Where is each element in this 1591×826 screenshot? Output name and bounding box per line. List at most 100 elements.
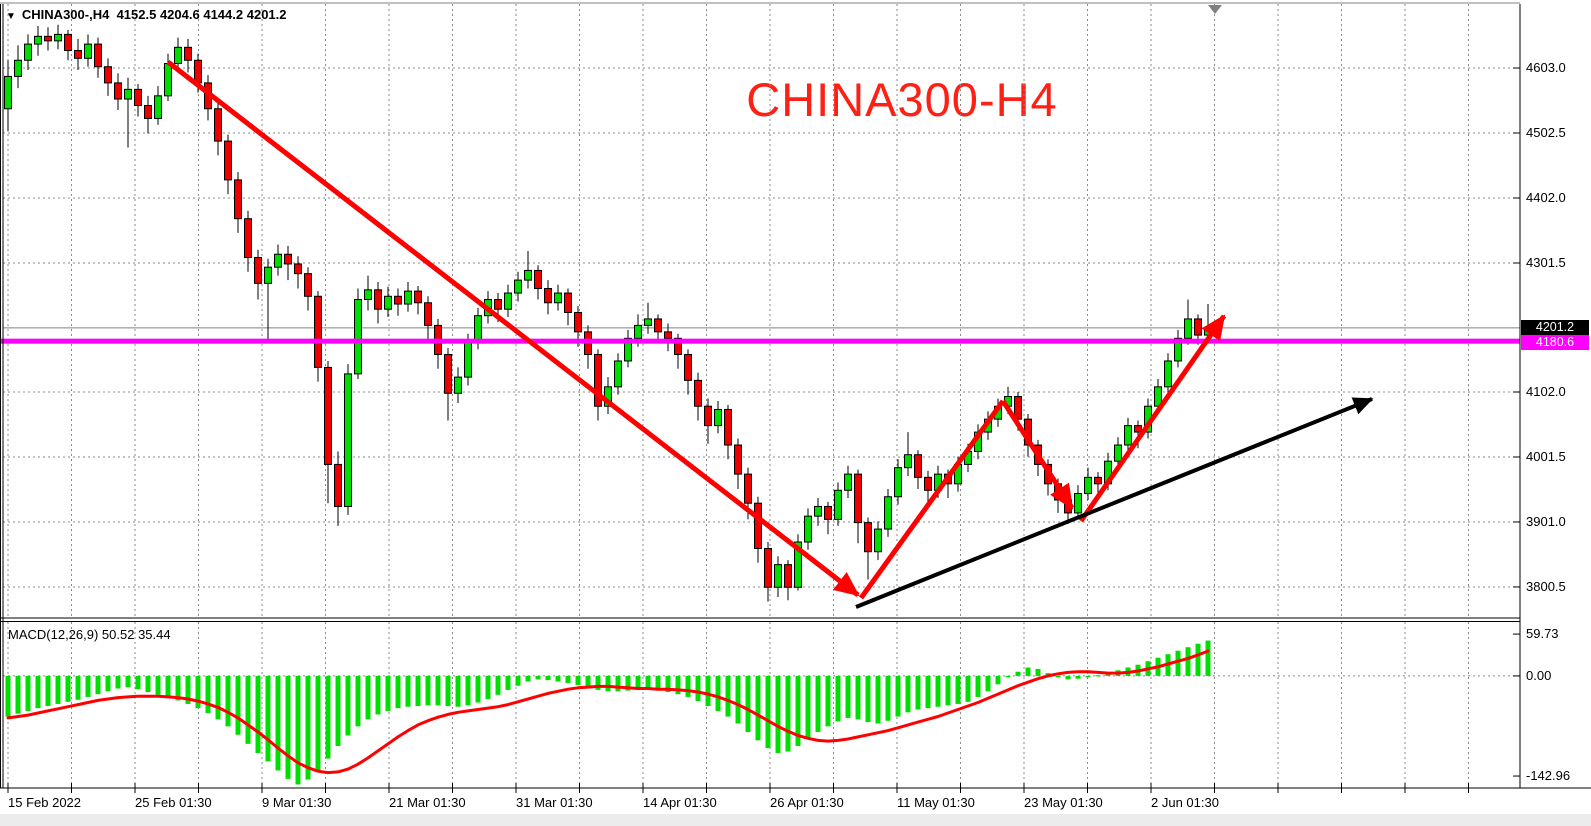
candle-up [364,289,372,301]
candle-down [424,302,432,326]
candle-up [384,295,392,310]
macd-bar [125,675,131,688]
macd-bar [505,675,511,690]
candle-down [754,502,762,549]
candle-up [794,541,802,588]
macd-bar [855,675,861,720]
macd-bar [445,675,451,707]
macd-bar [985,675,991,692]
macd-bar [65,675,71,702]
price-tick-label: 4402.0 [1526,189,1566,205]
candle-down [1014,396,1022,420]
macd-bar [135,675,141,690]
candle-up [804,515,812,543]
candle-down [1194,318,1202,336]
magenta-horizontal-line [0,338,1520,344]
macd-bar [545,675,551,681]
macd-bar [605,675,611,692]
macd-bar [375,675,381,715]
candle-down [394,295,402,305]
candle-down [194,59,202,84]
candle-up [1084,476,1092,495]
macd-signal-line [6,649,1210,775]
candle-down [94,43,102,68]
macd-bar [555,675,561,682]
candle-down [694,379,702,407]
time-tick-label: 26 Apr 01:30 [770,795,844,810]
macd-bar [1075,675,1081,679]
candle-down [924,476,932,491]
axis-ticks [7,67,1520,793]
macd-bar [365,675,371,720]
macd-bar [1035,668,1041,676]
macd-bar [215,675,221,720]
macd-bar [405,675,411,707]
macd-bar [465,675,471,706]
price-tick-label: 4502.5 [1526,125,1566,140]
candle-down [734,444,742,475]
candle-down [824,505,832,520]
macd-bar [885,675,891,721]
macd-bar [935,675,941,707]
macd-bar [235,675,241,735]
macd-bar [645,675,651,690]
candle-down [864,522,872,553]
window-bottom-strip [0,814,1591,826]
macd-bar [145,675,151,693]
price-tick-label: 4603.0 [1526,60,1566,76]
candle-up [1164,360,1172,388]
candle-down [684,353,692,381]
macd-bar [25,675,31,711]
candle-up [1174,337,1182,362]
chart-title-bar: ▼ CHINA300-,H4 4152.5 4204.6 4144.2 4201.… [6,7,287,22]
candle-up [124,88,132,100]
candle-up [1184,318,1192,339]
candle-down [214,108,222,142]
candle-down [144,105,152,119]
rebound-leg [858,399,1006,600]
candle-down [574,311,582,333]
candle-up [454,376,462,394]
macd-bar [105,675,111,692]
macd-bar [535,675,541,680]
macd-bar [675,675,681,695]
candle-up [634,324,642,339]
macd-bar [995,675,1001,685]
macd-bar [735,675,741,724]
candle-up [644,318,652,326]
candle-down [654,318,662,333]
macd-bar [925,675,931,709]
macd-bar [155,675,161,695]
candle-up [874,528,882,553]
macd-bar [655,675,661,691]
time-tick-label: 15 Feb 2022 [8,795,82,810]
macd-bar [305,675,311,780]
macd-bar [55,675,61,704]
candle-up [884,496,892,530]
candle-up [164,62,172,97]
macd-bar [845,675,851,718]
macd-bar [1095,675,1101,677]
candle-up [4,75,12,110]
candle-down [114,82,122,100]
macd-bar [755,675,761,741]
macd-bar [315,675,321,771]
time-tick-label: 31 Mar 01:30 [516,795,593,810]
candle-up [714,408,722,427]
candle-down [674,337,682,355]
candle-up [154,95,162,119]
macd-bar [1205,640,1211,676]
macd-bar [35,675,41,709]
price-tick-label: 4301.5 [1526,254,1566,270]
macd-bar [665,675,671,693]
candle-down [764,547,772,588]
candle-up [1114,444,1122,462]
macd-bar [175,675,181,701]
candle-down [914,454,922,478]
macd-bar [455,675,461,707]
candle-down [784,564,792,588]
macd-bar [275,675,281,771]
candle-up [54,33,62,42]
